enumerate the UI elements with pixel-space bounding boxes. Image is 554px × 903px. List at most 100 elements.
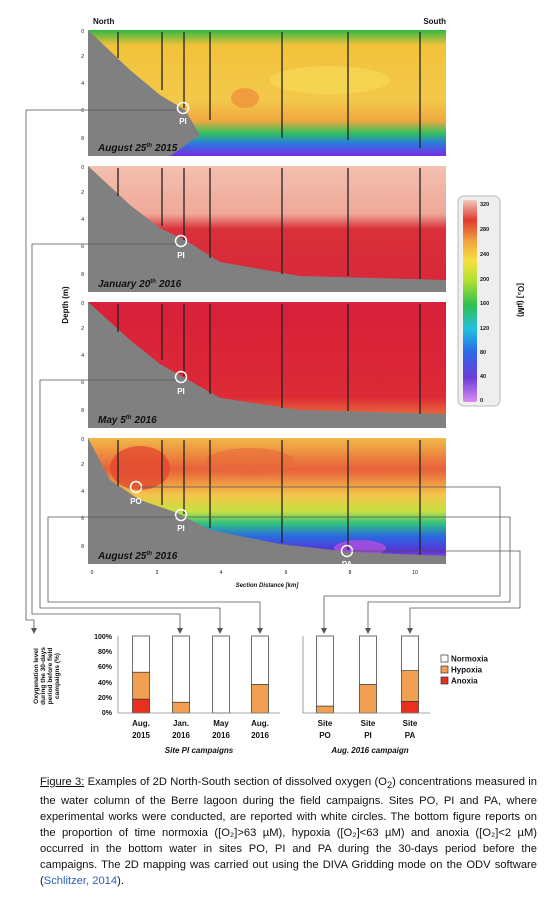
panel-4-seabed bbox=[88, 438, 446, 564]
depth-tick: 8 bbox=[81, 136, 84, 142]
group-label-site-pi: Site PI campaigns bbox=[165, 746, 234, 755]
panel-1-cast-lines bbox=[117, 32, 421, 148]
x-tick: 10 bbox=[412, 570, 418, 576]
colorbar-tick: 80 bbox=[480, 350, 486, 356]
south-label: South bbox=[423, 17, 446, 26]
bar-y-tick: 60% bbox=[98, 664, 113, 671]
colorbar-tick: 120 bbox=[480, 326, 489, 332]
legend-swatch-anoxia bbox=[440, 676, 449, 685]
bar-segment-hypoxia bbox=[359, 684, 377, 714]
bar-category-label: Jan. bbox=[173, 719, 189, 728]
bar-category-label: May bbox=[213, 719, 229, 728]
bar-y-axis-title: Oxygenation levelduring the 30-daysperio… bbox=[33, 647, 61, 705]
depth-tick: 0 bbox=[81, 301, 84, 307]
bar-y-tick: 80% bbox=[98, 649, 113, 656]
bar-segment-hypoxia bbox=[132, 671, 150, 700]
bar-segment-normoxia bbox=[316, 635, 334, 707]
section-panel-4: PO PI PA August 25th 2016 bbox=[88, 438, 446, 569]
bar-segment-normoxia bbox=[251, 635, 269, 685]
bar-segment-normoxia bbox=[212, 635, 230, 714]
panel-4-site-pi-marker bbox=[174, 508, 188, 522]
panel-3-site-pi-marker bbox=[174, 370, 188, 384]
panel-4-site-po-label: PO bbox=[130, 497, 142, 506]
bar-category-label: Site bbox=[403, 719, 418, 728]
depth-tick: 4 bbox=[81, 217, 84, 223]
panel-4-site-pi-label: PI bbox=[177, 524, 185, 533]
bar-category-label: Site bbox=[361, 719, 376, 728]
panel-4-cast-lines bbox=[117, 440, 421, 555]
group-label-aug-2016: Aug. 2016 campaign bbox=[330, 746, 408, 755]
legend-label-normoxia: Normoxia bbox=[451, 655, 488, 664]
bar-y-axis-title-line: during the 30-days bbox=[40, 647, 47, 705]
caption-citation-link[interactable]: Schlitzer, 2014 bbox=[43, 875, 118, 888]
bar-category-label: 2015 bbox=[132, 731, 150, 740]
panel-1-date-label: August 25th 2015 bbox=[97, 143, 178, 154]
colorbar-title: [O₂] (µM) bbox=[516, 283, 525, 317]
x-tick: 4 bbox=[220, 570, 223, 576]
bar-y-axis-title-line: campaigns (%) bbox=[54, 653, 61, 699]
panel-2-seabed bbox=[88, 166, 446, 292]
bar-y-tick: 100% bbox=[94, 634, 113, 641]
panel-3-site-pi-label: PI bbox=[177, 387, 185, 396]
bar-legend: Normoxia Hypoxia Anoxia bbox=[440, 654, 488, 686]
colorbar-tick: 0 bbox=[480, 398, 483, 404]
depth-tick: 8 bbox=[81, 408, 84, 414]
legend-label-anoxia: Anoxia bbox=[451, 677, 478, 686]
figure-caption: Figure 3: Examples of 2D North-South sec… bbox=[40, 774, 537, 889]
bar-segment-hypoxia bbox=[172, 701, 190, 714]
north-label: North bbox=[93, 17, 114, 26]
bar-y-ticks: 100% 80% 60% 40% 20% 0% bbox=[94, 634, 113, 717]
x-tick: 0 bbox=[91, 570, 94, 576]
depth-tick: 6 bbox=[81, 108, 84, 114]
panel-1-site-pi-marker bbox=[176, 101, 190, 115]
bar-category-labels: Aug. 2015 Jan. 2016 May 2016 Aug. 2016 Site PO Sit… bbox=[132, 719, 418, 740]
panel-4-red-patch-b bbox=[205, 448, 295, 476]
caption-text-start: Examples of 2D North-South section of di… bbox=[87, 776, 387, 788]
x-axis-title: Section Distance [km] bbox=[236, 583, 300, 589]
panel-3-cast-lines bbox=[117, 304, 421, 414]
depth-tick: 0 bbox=[81, 165, 84, 171]
depth-tick: 6 bbox=[81, 516, 84, 522]
x-tick: 6 bbox=[285, 570, 288, 576]
bar-segment-anoxia bbox=[132, 698, 150, 714]
depth-tick: 2 bbox=[81, 190, 84, 196]
legend-swatch-normoxia bbox=[440, 654, 449, 663]
colorbar-tick: 320 bbox=[480, 202, 489, 208]
bar-segment-hypoxia bbox=[401, 670, 419, 702]
bar-y-axis-title-line: period before field bbox=[47, 648, 54, 705]
bar-segment-normoxia bbox=[132, 635, 150, 673]
panel-1-low-patch bbox=[231, 88, 259, 108]
bar-segment-normoxia bbox=[359, 635, 377, 685]
bar-segment-hypoxia bbox=[316, 705, 334, 714]
depth-tick: 0 bbox=[81, 29, 84, 35]
section-panel-2: PI January 20th 2016 bbox=[88, 166, 446, 292]
bar-y-tick: 20% bbox=[98, 695, 113, 702]
depth-tick: 4 bbox=[81, 489, 84, 495]
depth-tick: 2 bbox=[81, 54, 84, 60]
panel-4-date-label: August 25th 2016 bbox=[97, 551, 178, 562]
colorbar-ramp bbox=[463, 200, 477, 402]
bar-segment-anoxia bbox=[401, 701, 419, 714]
x-tick: 2 bbox=[156, 570, 159, 576]
depth-tick: 4 bbox=[81, 81, 84, 87]
bar-category-label: PI bbox=[364, 731, 372, 740]
legend-swatch-hypoxia bbox=[440, 665, 449, 674]
bar-category-label: Aug. bbox=[251, 719, 269, 728]
panel-3-seabed bbox=[88, 302, 446, 428]
panel-2-date-label: January 20th 2016 bbox=[98, 279, 182, 290]
panel-4-red-patch-a bbox=[110, 446, 170, 490]
bar-category-label: Aug. bbox=[132, 719, 150, 728]
colorbar-ticks: 320 280 240 200 160 120 80 40 0 bbox=[480, 202, 489, 404]
bar-category-label: 2016 bbox=[172, 731, 190, 740]
panel-2-site-pi-label: PI bbox=[177, 251, 185, 260]
depth-tick: 2 bbox=[81, 462, 84, 468]
panel-2-cast-lines bbox=[117, 168, 421, 279]
bar-y-tick: 40% bbox=[98, 680, 113, 687]
panel-1-seabed bbox=[88, 30, 200, 156]
depth-axis-title: Depth (m) bbox=[61, 286, 70, 324]
panel-3-date-label: May 5th 2016 bbox=[98, 415, 157, 426]
depth-tick: 6 bbox=[81, 380, 84, 386]
colorbar-tick: 200 bbox=[480, 277, 489, 283]
bar-category-label: PA bbox=[405, 731, 416, 740]
bar-segment-hypoxia bbox=[251, 684, 269, 714]
